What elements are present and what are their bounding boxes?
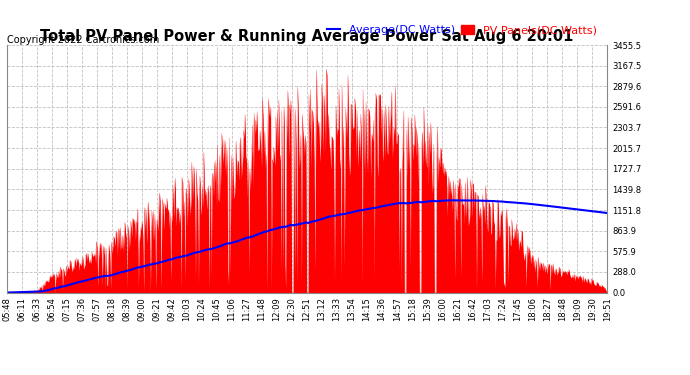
Title: Total PV Panel Power & Running Average Power Sat Aug 6 20:01: Total PV Panel Power & Running Average P… — [40, 29, 574, 44]
Legend: Average(DC Watts), PV Panels(DC Watts): Average(DC Watts), PV Panels(DC Watts) — [323, 21, 602, 40]
Text: Copyright 2022 Cartronics.com: Copyright 2022 Cartronics.com — [7, 35, 159, 45]
